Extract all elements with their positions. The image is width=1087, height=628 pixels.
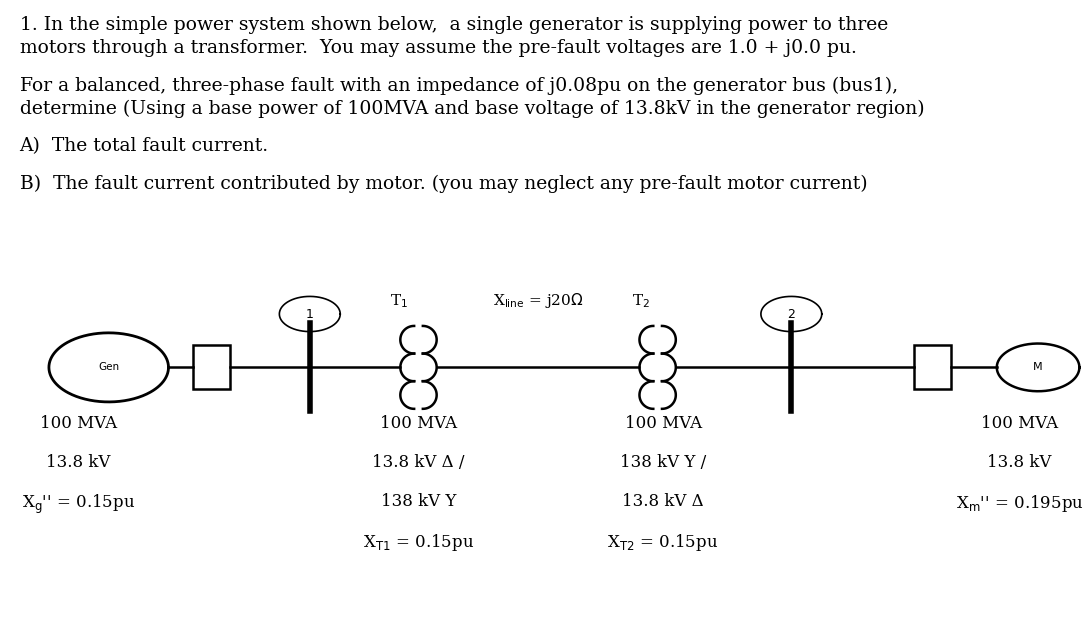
Text: motors through a transformer.  You may assume the pre-fault voltages are 1.0 + j: motors through a transformer. You may as… <box>20 39 857 57</box>
Text: M: M <box>1034 362 1042 372</box>
Text: 138 kV Y /: 138 kV Y / <box>620 454 707 471</box>
Text: T$_2$: T$_2$ <box>633 293 650 310</box>
Text: T$_1$: T$_1$ <box>390 293 408 310</box>
Text: 100 MVA: 100 MVA <box>380 415 457 432</box>
Text: 1: 1 <box>305 308 314 320</box>
Text: 13.8 kV: 13.8 kV <box>46 454 111 471</box>
Text: determine (Using a base power of 100MVA and base voltage of 13.8kV in the genera: determine (Using a base power of 100MVA … <box>20 100 924 118</box>
Text: 1. In the simple power system shown below,  a single generator is supplying powe: 1. In the simple power system shown belo… <box>20 16 888 34</box>
Text: 138 kV Y: 138 kV Y <box>380 493 457 510</box>
Text: Gen: Gen <box>98 362 120 372</box>
Text: X$_{\rm m}$'' = 0.195pu: X$_{\rm m}$'' = 0.195pu <box>955 493 1084 514</box>
Bar <box>193 345 230 389</box>
Text: 100 MVA: 100 MVA <box>982 415 1058 432</box>
Text: For a balanced, three-phase fault with an impedance of j0.08pu on the generator : For a balanced, three-phase fault with a… <box>20 77 898 95</box>
Text: 2: 2 <box>787 308 796 320</box>
Bar <box>914 345 951 389</box>
Text: X$_{\rm line}$ = j20$\Omega$: X$_{\rm line}$ = j20$\Omega$ <box>492 291 584 310</box>
Text: 100 MVA: 100 MVA <box>40 415 116 432</box>
Text: X$_{\rm T1}$ = 0.15pu: X$_{\rm T1}$ = 0.15pu <box>363 532 474 553</box>
Text: X$_{\rm g}$'' = 0.15pu: X$_{\rm g}$'' = 0.15pu <box>22 493 135 516</box>
Text: 13.8 kV Δ /: 13.8 kV Δ / <box>372 454 465 471</box>
Text: X$_{\rm T2}$ = 0.15pu: X$_{\rm T2}$ = 0.15pu <box>608 532 719 553</box>
Text: 13.8 kV Δ: 13.8 kV Δ <box>622 493 704 510</box>
Text: 100 MVA: 100 MVA <box>625 415 701 432</box>
Text: B)  The fault current contributed by motor. (you may neglect any pre-fault motor: B) The fault current contributed by moto… <box>20 175 867 193</box>
Text: A)  The total fault current.: A) The total fault current. <box>20 138 268 156</box>
Text: 13.8 kV: 13.8 kV <box>987 454 1052 471</box>
